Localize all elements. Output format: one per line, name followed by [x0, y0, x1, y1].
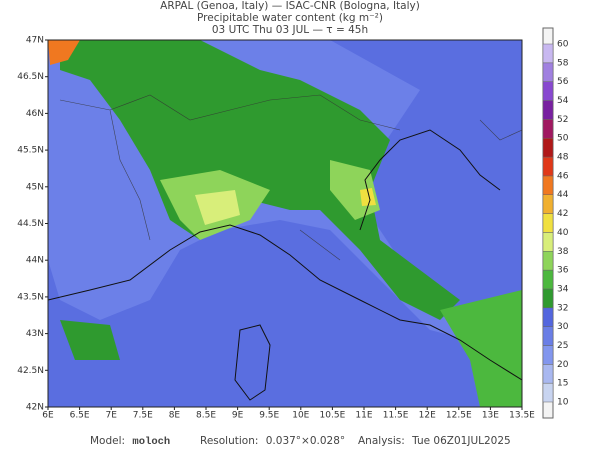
colorbar-label: 10	[557, 398, 569, 408]
x-tick-label: 13E	[482, 411, 499, 421]
x-tick-label: 8.5E	[196, 411, 216, 421]
x-tick-label: 9.5E	[259, 411, 279, 421]
title-line: 03 UTC Thu 03 JUL — τ = 45h	[212, 24, 368, 36]
footer-label: Model:	[90, 435, 125, 447]
x-tick-label: 11.5E	[383, 411, 409, 421]
coastline	[48, 224, 522, 381]
colorbar-box	[542, 81, 554, 101]
colorbar-label: 48	[557, 153, 569, 163]
colorbar-label: 44	[557, 190, 569, 200]
colorbar-box	[542, 364, 554, 384]
colorbar-label: 60	[557, 40, 569, 50]
footer-label: Analysis:	[358, 435, 405, 447]
colorbar-box	[542, 326, 554, 346]
colorbar-label: 30	[557, 322, 569, 332]
colorbar-label: 46	[557, 171, 569, 181]
colorbar-box	[542, 382, 554, 403]
colorbar-box	[542, 288, 554, 309]
field-blob	[195, 190, 240, 225]
colorbar: 10 15 20 25 30 32 34 36 38 40 42 44 46 48 50 52 54 56 58 60	[542, 27, 569, 419]
colorbar-box	[542, 62, 554, 82]
colorbar-box	[542, 194, 554, 214]
y-tick-label: 42.5N	[17, 366, 44, 376]
footer-value: Tue 06Z01JUL2025	[411, 435, 511, 447]
colorbar-label: 38	[557, 247, 569, 257]
colorbar-label: 52	[557, 115, 568, 125]
coastline	[359, 129, 501, 231]
colorbar-box	[542, 43, 554, 64]
footer-label: Resolution:	[200, 435, 258, 447]
colorbar-box	[542, 251, 554, 271]
x-tick-label: 12E	[419, 411, 436, 421]
border	[59, 94, 522, 261]
field-blob	[440, 290, 522, 407]
field-blob	[48, 40, 80, 65]
colorbar-label: 20	[557, 360, 569, 370]
y-tick-label: 45.5N	[17, 146, 44, 156]
colorbar-box	[542, 100, 554, 120]
footer-value: moloch	[132, 436, 170, 448]
y-tick-label: 46N	[26, 109, 44, 119]
colorbar-label: 25	[557, 341, 568, 351]
y-tick-label: 46.5N	[17, 72, 44, 82]
y-tick-label: 43.5N	[17, 292, 44, 302]
y-tick-label: 44.5N	[17, 219, 44, 229]
title-line: Precipitable water content (kg m⁻²)	[197, 12, 383, 24]
y-tick-label: 47N	[26, 36, 44, 46]
colorbar-label: 34	[557, 284, 569, 294]
field-blob	[60, 40, 460, 320]
x-tick-label: 12.5E	[446, 411, 472, 421]
colorbar-label: 40	[557, 228, 569, 238]
colorbar-box	[542, 175, 554, 195]
x-tick-label: 8E	[169, 411, 181, 421]
colorbar-label: 50	[557, 134, 569, 144]
x-tick-label: 9E	[232, 411, 244, 421]
x-tick-label: 6E	[42, 411, 54, 421]
colorbar-label: 56	[557, 77, 569, 87]
y-tick-label: 42N	[26, 403, 44, 413]
x-tick-label: 7E	[105, 411, 117, 421]
colorbar-label: 32	[557, 303, 568, 313]
x-tick-label: 13.5E	[509, 411, 535, 421]
colorbar-box	[542, 119, 554, 139]
y-tick-label: 44N	[26, 256, 44, 266]
y-tick-label: 43N	[26, 329, 44, 339]
x-tick-label: 6.5E	[70, 411, 90, 421]
colorbar-label: 58	[557, 58, 569, 68]
colorbar-box	[542, 232, 554, 252]
colorbar-label: 42	[557, 209, 568, 219]
colorbar-box	[542, 345, 554, 365]
field-blob	[60, 320, 120, 360]
colorbar-label: 54	[557, 96, 569, 106]
title-line: ARPAL (Genoa, Italy) — ISAC-CNR (Bologna…	[160, 0, 420, 12]
field	[48, 40, 522, 407]
header: ARPAL (Genoa, Italy) — ISAC-CNR (Bologna…	[160, 0, 420, 36]
footer-value: 0.037°×0.028°	[266, 435, 345, 447]
colorbar-box	[542, 213, 554, 233]
colorbar-box	[542, 269, 554, 290]
colorbar-box	[542, 137, 554, 158]
x-tick-label: 10E	[292, 411, 309, 421]
coastline	[234, 324, 271, 401]
x-tick-label: 7.5E	[133, 411, 153, 421]
x-tick-label: 11E	[355, 411, 372, 421]
x-tick-label: 10.5E	[320, 411, 346, 421]
footer: Model: moloch Resolution: 0.037°×0.028° …	[90, 435, 511, 448]
y-tick-label: 45N	[26, 182, 44, 192]
colorbar-label: 36	[557, 266, 569, 276]
colorbar-box	[542, 307, 554, 327]
field-blob	[360, 188, 376, 206]
colorbar-label: 15	[557, 379, 568, 389]
axes: 6E 6.5E 7E 7.5E 8E 8.5E 9E 9.5E 10E 10.5E 11E 11.5E…	[17, 36, 535, 421]
colorbar-box	[542, 156, 554, 177]
